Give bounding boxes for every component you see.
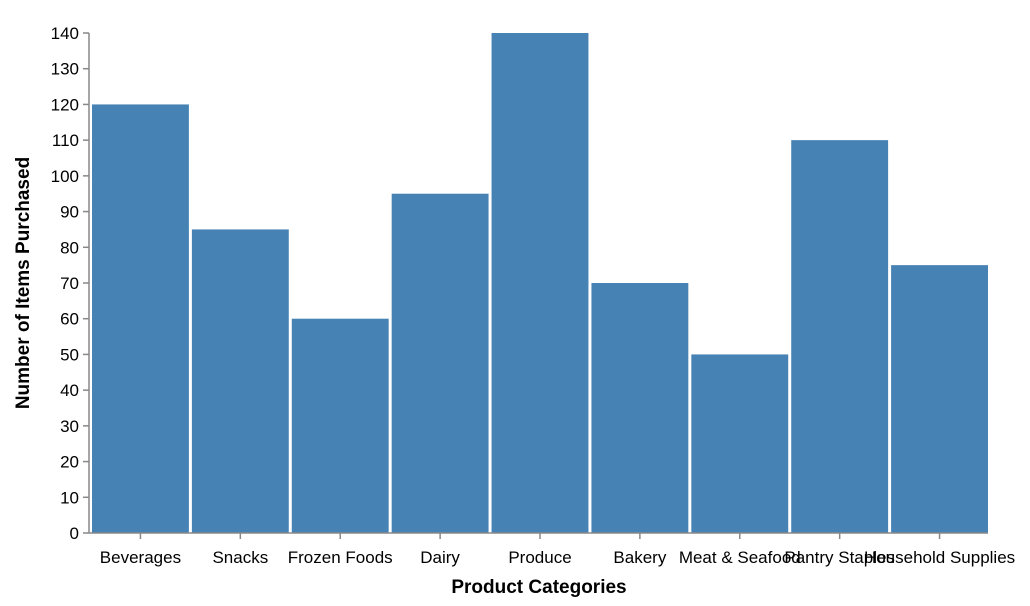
y-tick-label: 70 [60,274,79,293]
y-tick-label: 60 [60,310,79,329]
y-tick-label: 0 [70,524,79,543]
y-tick-label: 50 [60,345,79,364]
x-tick-label: Beverages [100,548,181,567]
x-axis-title: Product Categories [451,577,626,598]
bar-pantry-staples [791,140,889,533]
bar-household-supplies [891,265,988,533]
y-axis-title: Number of Items Purchased [13,157,34,409]
y-tick-label: 130 [51,60,79,79]
bar-snacks [191,229,289,533]
y-tick-label: 20 [60,453,79,472]
x-tick-label: Household Supplies [864,548,1015,567]
y-tick-label: 140 [51,24,79,43]
y-tick-label: 120 [51,95,79,114]
x-tick-label: Produce [508,548,571,567]
y-tick-label: 40 [60,381,79,400]
bar-meat-seafood [691,354,789,533]
bar-produce [491,33,589,533]
y-tick-label: 10 [60,488,79,507]
y-axis: 0 10 20 30 40 50 60 70 80 90 100 110 120 130 140 [51,24,90,543]
y-tick-label: 30 [60,417,79,436]
x-tick-label: Meat & Seafood [679,548,801,567]
bar-dairy [391,193,489,533]
x-axis: Beverages Snacks Frozen Foods Dairy Produce B… [89,532,1015,567]
y-tick-label: 100 [51,167,79,186]
y-tick-label: 90 [60,203,79,222]
y-tick-label: 80 [60,238,79,257]
x-tick-label: Pantry Staples [784,548,895,567]
bar-bakery [591,283,689,533]
x-tick-label: Snacks [212,548,268,567]
bar-beverages [92,104,189,534]
x-tick-label: Dairy [420,548,460,567]
x-tick-label: Bakery [613,548,666,567]
y-tick-label: 110 [52,131,79,150]
x-tick-label: Frozen Foods [288,548,393,567]
bars-layer [92,33,988,534]
bar-frozen-foods [291,318,389,533]
